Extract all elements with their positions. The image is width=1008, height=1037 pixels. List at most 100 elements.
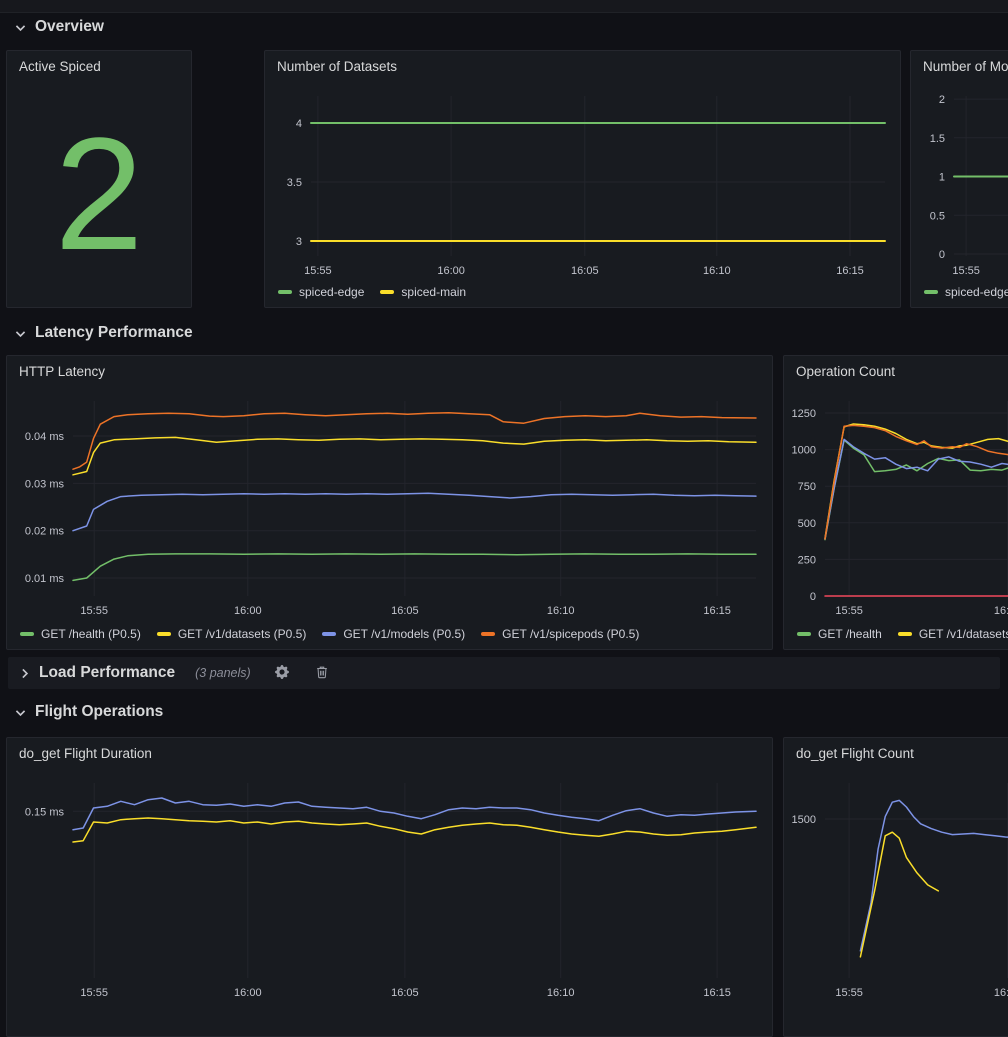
svg-text:0.04 ms: 0.04 ms [25, 431, 65, 443]
legend-label: GET /health [818, 627, 882, 641]
svg-text:16:15: 16:15 [703, 605, 731, 617]
do-get-flight-duration-chart[interactable]: 0.15 ms 15:55 16:00 16:05 16:10 16:15 [7, 768, 772, 1013]
svg-text:750: 750 [798, 481, 816, 493]
legend-item[interactable]: GET /v1/models (P0.5) [322, 627, 465, 641]
http-latency-chart[interactable]: 0.04 ms 0.03 ms 0.02 ms 0.01 ms 15:55 16:00 16… [7, 386, 772, 631]
chevron-down-icon [14, 327, 27, 340]
svg-text:500: 500 [798, 518, 816, 530]
stat-area[interactable]: 2 [7, 81, 191, 307]
svg-text:3: 3 [296, 236, 302, 248]
svg-text:16:05: 16:05 [391, 987, 419, 999]
svg-text:15:55: 15:55 [835, 987, 863, 999]
chart-legend: spiced-edge [924, 285, 1008, 299]
svg-text:16:00: 16:00 [234, 605, 262, 617]
section-settings-button[interactable] [273, 663, 291, 684]
svg-text:0.01 ms: 0.01 ms [25, 573, 65, 585]
legend-swatch [322, 632, 336, 636]
section-delete-button[interactable] [313, 663, 331, 684]
svg-text:16:10: 16:10 [547, 987, 575, 999]
legend-swatch [20, 632, 34, 636]
number-of-models-chart[interactable]: 21.510.5015:55 [911, 81, 1008, 290]
legend-item[interactable]: spiced-main [380, 285, 466, 299]
stat-value: 2 [55, 114, 144, 274]
svg-text:16:00: 16:00 [994, 987, 1008, 999]
section-header-latency-performance[interactable]: Latency Performance [14, 320, 193, 346]
panel-http-latency: HTTP Latency 0.04 ms 0.03 ms 0.02 ms 0.01 m… [6, 355, 773, 650]
svg-text:16:15: 16:15 [836, 265, 864, 277]
legend-label: GET /v1/spicepods (P0.5) [502, 627, 639, 641]
trash-icon [315, 665, 329, 682]
panel-title[interactable]: do_get Flight Count [784, 738, 1008, 765]
panel-title[interactable]: Number of Models [911, 51, 1008, 78]
svg-text:0.15 ms: 0.15 ms [25, 806, 65, 818]
svg-text:16:00: 16:00 [437, 265, 465, 277]
legend-swatch [924, 290, 938, 294]
legend-item[interactable]: GET /health (P0.5) [20, 627, 141, 641]
svg-text:0.02 ms: 0.02 ms [25, 526, 65, 538]
panel-title[interactable]: Number of Datasets [265, 51, 900, 78]
legend-item[interactable]: spiced-edge [924, 285, 1008, 299]
operation-count-chart[interactable]: 12501000750500250015:5516:00 [784, 386, 1008, 631]
legend-item[interactable]: spiced-edge [278, 285, 364, 299]
section-title: Load Performance [39, 664, 175, 682]
svg-text:4: 4 [296, 118, 302, 130]
svg-text:1: 1 [939, 172, 945, 184]
svg-text:1000: 1000 [792, 445, 816, 457]
legend-label: GET /v1/datasets (P0.5) [178, 627, 307, 641]
legend-item[interactable]: GET /v1/datasets [898, 627, 1008, 641]
legend-label: spiced-edge [299, 285, 364, 299]
svg-text:1.5: 1.5 [930, 133, 945, 145]
panel-title[interactable]: Operation Count [784, 356, 1008, 383]
top-bar [0, 0, 1008, 13]
svg-text:250: 250 [798, 554, 816, 566]
svg-text:0: 0 [810, 591, 816, 603]
svg-text:15:55: 15:55 [80, 987, 108, 999]
svg-text:16:10: 16:10 [547, 605, 575, 617]
panel-title[interactable]: do_get Flight Duration [7, 738, 772, 765]
svg-text:16:10: 16:10 [703, 265, 731, 277]
svg-text:15:55: 15:55 [80, 605, 108, 617]
legend-label: GET /health (P0.5) [41, 627, 141, 641]
svg-text:3.5: 3.5 [287, 177, 302, 189]
do-get-flight-count-chart[interactable]: 150015:5516:00 [784, 768, 1008, 1013]
chevron-down-icon [14, 21, 27, 34]
legend-label: spiced-edge [945, 285, 1008, 299]
legend-swatch [157, 632, 171, 636]
section-title: Overview [35, 18, 104, 36]
legend-swatch [278, 290, 292, 294]
legend-label: GET /v1/models (P0.5) [343, 627, 465, 641]
legend-swatch [481, 632, 495, 636]
svg-text:16:15: 16:15 [703, 987, 731, 999]
svg-text:1250: 1250 [792, 408, 816, 420]
svg-text:15:55: 15:55 [952, 265, 980, 277]
svg-text:15:55: 15:55 [835, 605, 863, 617]
section-title: Latency Performance [35, 324, 193, 342]
section-header-flight-operations[interactable]: Flight Operations [14, 699, 163, 725]
panel-active-spiced: Active Spiced 2 [6, 50, 192, 308]
legend-swatch [898, 632, 912, 636]
chevron-down-icon [14, 706, 27, 719]
legend-item[interactable]: GET /v1/datasets (P0.5) [157, 627, 307, 641]
legend-item[interactable]: GET /health [797, 627, 882, 641]
svg-text:16:05: 16:05 [391, 605, 419, 617]
panels-count: (3 panels) [195, 666, 251, 680]
panel-title[interactable]: Active Spiced [7, 51, 191, 78]
legend-item[interactable]: GET /v1/spicepods (P0.5) [481, 627, 639, 641]
panel-number-of-models: Number of Models 21.510.5015:55 spiced-e… [910, 50, 1008, 308]
legend-swatch [380, 290, 394, 294]
section-header-overview[interactable]: Overview [14, 14, 104, 40]
panel-do-get-flight-count: do_get Flight Count 150015:5516:00 [783, 737, 1008, 1037]
number-of-datasets-chart[interactable]: 43.5315:5516:0016:0516:1016:15 [265, 81, 900, 290]
panel-number-of-datasets: Number of Datasets 43.5315:5516:0016:051… [264, 50, 901, 308]
svg-text:16:00: 16:00 [234, 987, 262, 999]
chart-legend: spiced-edge spiced-main [278, 285, 898, 299]
svg-text:2: 2 [939, 94, 945, 106]
chart-legend: GET /health (P0.5) GET /v1/datasets (P0.5… [20, 627, 770, 641]
panel-operation-count: Operation Count 12501000750500250015:551… [783, 355, 1008, 650]
panel-title[interactable]: HTTP Latency [7, 356, 772, 383]
legend-label: GET /v1/datasets [919, 627, 1008, 641]
section-header-load-performance[interactable]: Load Performance (3 panels) [8, 657, 1000, 689]
chart-legend: GET /health GET /v1/datasets [797, 627, 1008, 641]
svg-text:0: 0 [939, 249, 945, 261]
svg-text:0.03 ms: 0.03 ms [25, 478, 65, 490]
